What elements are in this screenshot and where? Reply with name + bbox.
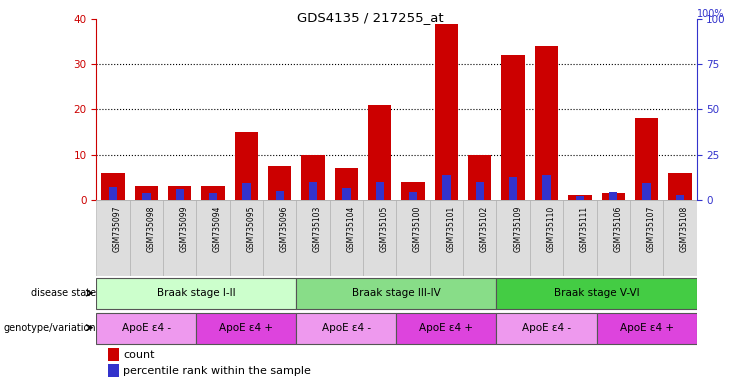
Text: Braak stage III-IV: Braak stage III-IV <box>352 288 441 298</box>
Bar <box>330 200 363 276</box>
Bar <box>609 192 617 200</box>
Bar <box>176 189 184 200</box>
Bar <box>396 313 496 344</box>
Text: GSM735100: GSM735100 <box>413 206 422 252</box>
Bar <box>196 200 230 276</box>
Bar <box>130 200 163 276</box>
Bar <box>309 182 317 200</box>
Bar <box>496 200 530 276</box>
Bar <box>535 46 558 200</box>
Bar <box>602 193 625 200</box>
Text: GSM735094: GSM735094 <box>213 206 222 252</box>
Bar <box>530 200 563 276</box>
Text: genotype/variation: genotype/variation <box>4 323 96 333</box>
Text: Braak stage V-VI: Braak stage V-VI <box>554 288 639 298</box>
Bar <box>642 184 651 200</box>
Text: ApoE ε4 -: ApoE ε4 - <box>522 323 571 333</box>
Text: GSM735097: GSM735097 <box>113 206 122 252</box>
Bar <box>230 200 263 276</box>
Bar <box>202 186 225 200</box>
Bar <box>502 55 525 200</box>
Bar <box>135 186 158 200</box>
Bar <box>235 132 258 200</box>
Bar <box>335 168 358 200</box>
Bar <box>263 200 296 276</box>
Text: ApoE ε4 -: ApoE ε4 - <box>322 323 371 333</box>
Bar <box>196 313 296 344</box>
Bar <box>676 195 684 200</box>
Bar <box>496 278 697 310</box>
Text: GSM735108: GSM735108 <box>680 206 689 252</box>
Bar <box>142 194 150 200</box>
Text: percentile rank within the sample: percentile rank within the sample <box>123 366 311 376</box>
Bar <box>376 182 384 200</box>
Bar <box>668 173 691 200</box>
Text: GSM735104: GSM735104 <box>347 206 356 252</box>
Bar <box>563 200 597 276</box>
Text: GSM735098: GSM735098 <box>146 206 156 252</box>
Text: GSM735109: GSM735109 <box>513 206 522 252</box>
Bar <box>476 182 484 200</box>
Text: GSM735103: GSM735103 <box>313 206 322 252</box>
Bar <box>509 177 517 200</box>
Text: GDS4135 / 217255_at: GDS4135 / 217255_at <box>297 12 444 25</box>
Bar <box>296 200 330 276</box>
Text: GSM735107: GSM735107 <box>646 206 656 252</box>
Bar <box>108 348 119 361</box>
Bar <box>209 194 217 200</box>
Bar <box>96 278 296 310</box>
Text: 100%: 100% <box>697 9 724 19</box>
Bar <box>430 200 463 276</box>
Bar <box>242 184 250 200</box>
Text: GSM735106: GSM735106 <box>614 206 622 252</box>
Bar <box>402 182 425 200</box>
Bar <box>96 200 130 276</box>
Bar <box>342 188 350 200</box>
Text: disease state: disease state <box>31 288 96 298</box>
Bar <box>302 155 325 200</box>
Bar <box>568 195 591 200</box>
Bar <box>268 166 291 200</box>
Bar <box>296 313 396 344</box>
Bar <box>542 175 551 200</box>
Bar <box>435 24 458 200</box>
Bar <box>630 200 663 276</box>
Bar <box>276 190 284 200</box>
Bar <box>409 192 417 200</box>
Bar <box>296 278 496 310</box>
Text: GSM735096: GSM735096 <box>279 206 289 252</box>
Text: GSM735095: GSM735095 <box>246 206 256 252</box>
Text: Braak stage I-II: Braak stage I-II <box>157 288 236 298</box>
Text: ApoE ε4 +: ApoE ε4 + <box>219 323 273 333</box>
Text: GSM735102: GSM735102 <box>480 206 489 252</box>
Bar <box>635 118 658 200</box>
Bar <box>496 313 597 344</box>
Bar <box>96 313 196 344</box>
Bar <box>463 200 496 276</box>
Bar <box>368 105 391 200</box>
Text: count: count <box>123 349 155 359</box>
Text: ApoE ε4 +: ApoE ε4 + <box>419 323 473 333</box>
Text: GSM735105: GSM735105 <box>379 206 389 252</box>
Text: GSM735111: GSM735111 <box>579 206 589 252</box>
Bar <box>396 200 430 276</box>
Text: ApoE ε4 -: ApoE ε4 - <box>122 323 171 333</box>
Text: GSM735101: GSM735101 <box>446 206 456 252</box>
Bar <box>663 200 697 276</box>
Bar <box>576 196 584 200</box>
Bar <box>597 313 697 344</box>
Bar <box>163 200 196 276</box>
Text: GSM735099: GSM735099 <box>179 206 189 252</box>
Bar <box>102 173 124 200</box>
Bar <box>168 186 191 200</box>
Bar <box>442 175 451 200</box>
Bar <box>108 364 119 377</box>
Bar <box>597 200 630 276</box>
Text: ApoE ε4 +: ApoE ε4 + <box>619 323 674 333</box>
Text: GSM735110: GSM735110 <box>546 206 556 252</box>
Bar <box>109 187 117 200</box>
Bar <box>468 155 491 200</box>
Bar <box>363 200 396 276</box>
